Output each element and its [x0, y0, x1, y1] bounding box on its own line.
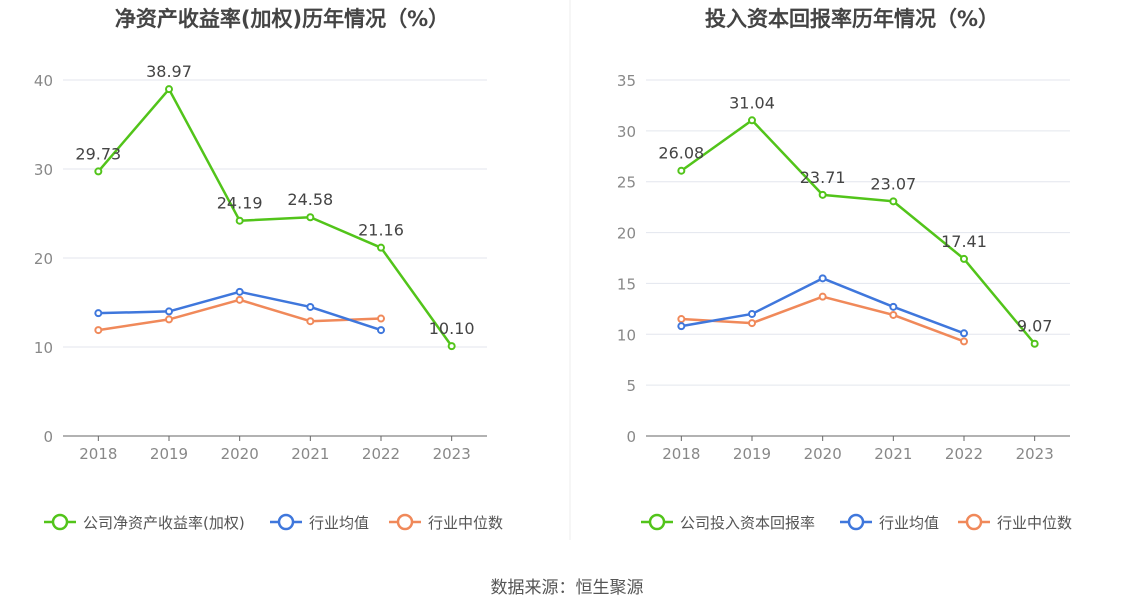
data-label: 9.07: [1017, 317, 1053, 336]
x-tick-label: 2021: [874, 445, 912, 463]
x-tick-label: 2020: [221, 445, 259, 463]
y-tick-label: 30: [617, 123, 636, 141]
chart-panel-1: 净资产收益率(加权)历年情况（%） 0 10 20 30 40 2018 2019 2020 20…: [34, 7, 503, 532]
data-point[interactable]: [889, 302, 898, 311]
data-point[interactable]: [889, 197, 898, 206]
y-tick-label: 0: [43, 428, 53, 446]
data-label: 31.04: [729, 93, 775, 112]
legend-item[interactable]: 行业均值: [840, 513, 939, 532]
y-tick-label: 35: [617, 72, 636, 90]
legend-marker: [396, 513, 414, 531]
y-tick-label: 15: [617, 275, 636, 293]
x-tick-label: 2022: [362, 445, 400, 463]
y-tick-label: 5: [626, 377, 636, 395]
legend-label: 行业均值: [309, 514, 369, 532]
legend-label: 公司净资产收益率(加权): [83, 514, 245, 532]
data-point[interactable]: [677, 322, 686, 331]
data-point[interactable]: [94, 309, 103, 318]
data-point[interactable]: [306, 302, 315, 311]
x-tick-label: 2023: [1016, 445, 1054, 463]
series-line: [97, 87, 453, 347]
legend-label: 行业均值: [879, 514, 939, 532]
data-point[interactable]: [677, 315, 686, 324]
y-tick-label: 20: [34, 250, 53, 268]
x-tick-label: 2018: [79, 445, 117, 463]
data-point[interactable]: [165, 85, 173, 94]
legend-item[interactable]: 行业中位数: [389, 513, 503, 532]
x-tick-label: 2020: [804, 445, 842, 463]
y-tick-label: 10: [34, 339, 53, 357]
data-label: 23.07: [870, 174, 916, 193]
data-point[interactable]: [818, 274, 827, 283]
data-point[interactable]: [94, 326, 103, 335]
x-tick-label: 2021: [291, 445, 329, 463]
y-tick-label: 10: [617, 326, 636, 344]
data-point[interactable]: [377, 326, 385, 335]
data-point[interactable]: [306, 317, 315, 326]
chart-panel-2: 投入资本回报率历年情况（%） 0 5 10 15 20 25 30 35 2018 2019 2020…: [617, 7, 1072, 532]
data-point[interactable]: [677, 166, 686, 175]
x-tick-label: 2018: [662, 445, 700, 463]
data-label: 24.58: [287, 190, 333, 209]
data-point[interactable]: [235, 295, 244, 304]
legend-marker: [277, 513, 295, 531]
data-point[interactable]: [165, 315, 173, 324]
data-point[interactable]: [235, 216, 244, 225]
data-point[interactable]: [960, 337, 968, 346]
data-point[interactable]: [377, 314, 385, 323]
legend-item[interactable]: 公司净资产收益率(加权): [44, 513, 245, 532]
data-label: 10.10: [429, 319, 475, 338]
legend-marker: [965, 513, 983, 531]
data-source-note: 数据来源：恒生聚源: [490, 578, 644, 598]
legend-marker: [648, 513, 666, 531]
data-label: 38.97: [146, 62, 192, 81]
data-point[interactable]: [447, 342, 456, 351]
legend-item[interactable]: 行业中位数: [958, 513, 1072, 532]
data-point[interactable]: [748, 116, 756, 125]
data-label: 21.16: [358, 221, 404, 240]
data-point[interactable]: [306, 213, 315, 222]
x-tick-label: 2022: [945, 445, 983, 463]
legend-marker: [51, 513, 69, 531]
data-point[interactable]: [748, 319, 756, 328]
data-label: 23.71: [800, 168, 846, 187]
data-label: 17.41: [941, 232, 987, 251]
x-tick-label: 2023: [433, 445, 471, 463]
data-point[interactable]: [1030, 339, 1039, 348]
chart-title: 净资产收益率(加权)历年情况（%）: [115, 7, 449, 31]
data-label: 24.19: [217, 194, 263, 213]
chart-title: 投入资本回报率历年情况（%）: [705, 7, 999, 31]
y-tick-label: 25: [617, 174, 636, 192]
legend-label: 公司投入资本回报率: [680, 514, 815, 532]
data-point[interactable]: [960, 329, 968, 338]
data-point[interactable]: [748, 309, 756, 318]
data-label: 26.08: [658, 144, 704, 163]
data-point[interactable]: [818, 292, 827, 301]
legend-item[interactable]: 行业均值: [270, 513, 369, 532]
y-tick-label: 40: [34, 72, 53, 90]
legend-label: 行业中位数: [428, 514, 503, 532]
x-tick-label: 2019: [733, 445, 771, 463]
y-tick-label: 30: [34, 161, 53, 179]
data-point[interactable]: [889, 310, 898, 319]
x-tick-label: 2019: [150, 445, 188, 463]
series-line: [680, 119, 1036, 345]
data-label: 29.73: [75, 144, 121, 163]
data-point[interactable]: [960, 254, 968, 263]
legend-marker: [847, 513, 865, 531]
data-point[interactable]: [818, 190, 827, 199]
data-point[interactable]: [377, 243, 385, 252]
legend-label: 行业中位数: [997, 514, 1072, 532]
y-tick-label: 20: [617, 225, 636, 243]
data-point[interactable]: [235, 287, 244, 296]
data-point[interactable]: [165, 307, 173, 316]
legend-item[interactable]: 公司投入资本回报率: [641, 513, 815, 532]
data-point[interactable]: [94, 167, 103, 176]
y-tick-label: 0: [626, 428, 636, 446]
